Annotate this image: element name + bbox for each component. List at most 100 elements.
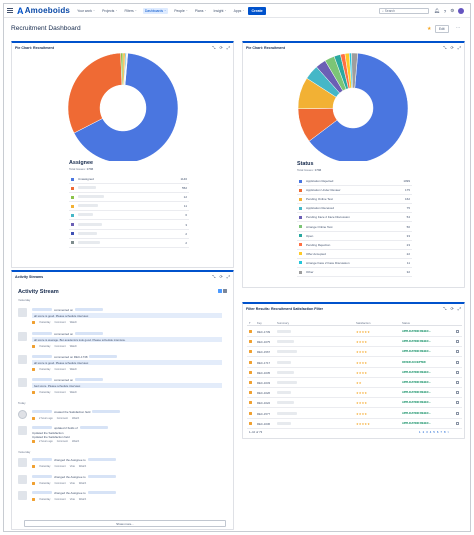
avatar[interactable] (18, 475, 27, 484)
pie-slice-7[interactable] (124, 52, 129, 86)
app-switcher-icon[interactable] (7, 8, 13, 13)
row-checkbox[interactable] (456, 340, 459, 344)
nav-item-people[interactable]: People ⌄ (173, 8, 189, 14)
row-checkbox[interactable] (456, 391, 459, 395)
legend-row[interactable]: Arrange Face 2 Face Discussion 11 (297, 259, 412, 268)
legend-row[interactable]: 6 (69, 211, 189, 221)
activity-action-link[interactable]: Comment (54, 498, 66, 501)
table-row[interactable]: REC-1577 ★★★★ APPLICATION REJEC... (247, 409, 462, 419)
legend-row[interactable]: 2 (69, 230, 189, 239)
legend-row[interactable]: Unassigned 1146 (69, 175, 189, 184)
settings-icon[interactable]: ⚙ (450, 8, 455, 13)
activity-action-link[interactable]: Comment (56, 417, 68, 420)
avatar[interactable] (18, 332, 27, 341)
col-summary[interactable]: Summary (277, 320, 289, 325)
page-link[interactable]: 1 (419, 430, 421, 434)
minimize-icon[interactable]: ⤡ (212, 274, 216, 279)
summary-cell[interactable] (277, 360, 291, 365)
activity-action-link[interactable]: Comment (54, 345, 66, 348)
issue-key[interactable]: REC-1635 (257, 370, 271, 375)
page-link[interactable]: 7 (440, 430, 442, 434)
legend-row[interactable]: Pending Face 2 Face Discussion 54 (297, 213, 412, 223)
more-icon[interactable]: ··· (456, 25, 460, 30)
refresh-icon[interactable]: ⟳ (219, 45, 223, 50)
legend-row[interactable]: 552 (69, 184, 189, 194)
table-row[interactable]: REC-1635 ★★★★ APPLICATION REJEC... (247, 368, 462, 378)
refresh-icon[interactable]: ⟳ (450, 45, 454, 50)
show-more-button[interactable]: Show more... (24, 520, 226, 527)
legend-row[interactable]: Application Under Review 175 (297, 186, 412, 196)
logo[interactable]: A Amoeboids (17, 6, 70, 16)
table-row[interactable]: REC-1636 ★★★★★ APPLICATION REJEC... (247, 419, 462, 429)
legend-row[interactable]: Application Rejected 1099 (297, 177, 412, 186)
nav-item-plans[interactable]: Plans ⌄ (194, 8, 208, 14)
issue-key[interactable]: REC-1739 (257, 330, 271, 334)
nav-item-apps[interactable]: Apps ⌄ (233, 8, 246, 14)
activity-action-link[interactable]: Watch (78, 498, 87, 501)
legend-row[interactable]: 12 (69, 193, 189, 203)
expand-icon[interactable]: ⤢ (226, 45, 230, 50)
expand-icon[interactable]: ⤢ (457, 45, 461, 50)
activity-action-link[interactable]: Watch (69, 368, 77, 371)
filter-icon[interactable] (218, 289, 222, 293)
nav-item-filters[interactable]: Filters ⌄ (123, 8, 137, 14)
summary-cell[interactable] (277, 350, 297, 354)
nav-item-dashboards[interactable]: Dashboards ⌄ (142, 7, 169, 14)
avatar[interactable] (18, 355, 27, 364)
legend-row[interactable]: 2 (69, 239, 189, 248)
refresh-icon[interactable]: ⟳ (450, 306, 454, 311)
issue-key[interactable]: REC-1622 (257, 401, 271, 406)
table-row[interactable]: REC-1622 ★★★★ APPLICATION REJEC... (247, 398, 462, 409)
col-key[interactable]: Key (257, 320, 262, 325)
issue-key[interactable]: REC-1567 (257, 350, 271, 355)
summary-cell[interactable] (277, 391, 291, 395)
summary-cell[interactable] (277, 421, 291, 426)
table-row[interactable]: REC-1633 ★★ APPLICATION REJEC... (247, 378, 462, 388)
activity-action-link[interactable]: Comment (54, 391, 66, 394)
row-checkbox[interactable] (456, 360, 459, 365)
legend-row[interactable]: Other 32 (297, 268, 412, 277)
activity-action-link[interactable]: Comment (54, 482, 66, 485)
table-row[interactable]: REC-1675 ★★★★ APPLICATION REJEC... (247, 337, 462, 348)
expand-icon[interactable]: ⤢ (457, 306, 461, 311)
activity-action-link[interactable]: Watch (69, 345, 77, 348)
create-button[interactable]: Create (248, 6, 266, 15)
avatar[interactable] (18, 308, 27, 317)
star-icon[interactable]: ★ (427, 26, 432, 32)
activity-action-link[interactable]: Watch (78, 482, 87, 485)
issue-key[interactable]: REC-1633 (257, 381, 271, 385)
col-status[interactable]: Status (402, 320, 410, 325)
activity-action-link[interactable]: Comment (54, 368, 66, 371)
summary-cell[interactable] (277, 340, 294, 344)
issue-key[interactable]: REC-1675 (257, 340, 271, 345)
user-avatar[interactable] (458, 8, 465, 14)
activity-action-link[interactable]: Watch (69, 321, 77, 324)
minimize-icon[interactable]: ⤡ (443, 306, 447, 311)
issue-key[interactable]: REC-1717 (257, 360, 271, 365)
edit-button[interactable]: Edit (435, 25, 449, 33)
legend-row[interactable]: 3 (69, 221, 189, 230)
summary-cell[interactable] (277, 370, 294, 375)
activity-action-link[interactable]: Vote (69, 498, 75, 501)
pie-slice-1[interactable] (67, 52, 123, 134)
row-checkbox[interactable] (456, 370, 459, 375)
expand-icon[interactable]: ⤢ (226, 274, 230, 279)
summary-cell[interactable] (277, 411, 297, 416)
row-checkbox[interactable] (456, 350, 459, 354)
nav-item-insight[interactable]: Insight ⌄ (213, 8, 228, 14)
activity-action-link[interactable]: Comment (54, 321, 66, 324)
summary-cell[interactable] (277, 330, 291, 334)
row-checkbox[interactable] (456, 330, 459, 334)
nav-item-projects[interactable]: Projects ⌄ (101, 8, 118, 14)
table-row[interactable]: REC-1717 ★★★★ OFFER ACCEPTED (247, 358, 462, 368)
activity-action-link[interactable]: Watch (78, 465, 87, 468)
table-row[interactable]: REC-1626 ★★★★ APPLICATION REJEC... (247, 388, 462, 399)
issue-key[interactable]: REC-1577 (257, 411, 271, 416)
avatar[interactable] (18, 491, 27, 500)
col-type[interactable]: T (249, 320, 251, 325)
row-checkbox[interactable] (456, 381, 459, 385)
summary-cell[interactable] (277, 381, 297, 385)
issue-key[interactable]: REC-1636 (257, 421, 271, 426)
legend-row[interactable]: 11 (69, 202, 189, 212)
legend-row[interactable]: Pending Online Test 162 (297, 195, 412, 205)
